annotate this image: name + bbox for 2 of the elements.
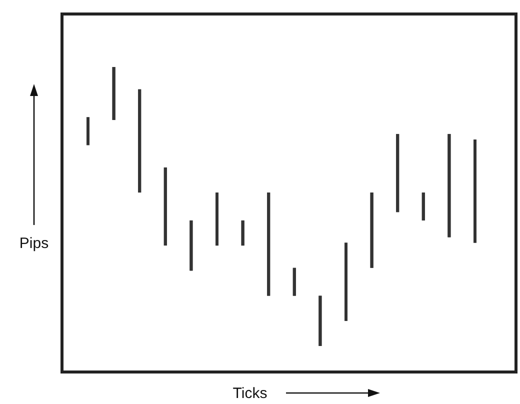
x-axis-title: Ticks — [232, 385, 268, 402]
y-axis-title: Pips — [19, 235, 49, 252]
